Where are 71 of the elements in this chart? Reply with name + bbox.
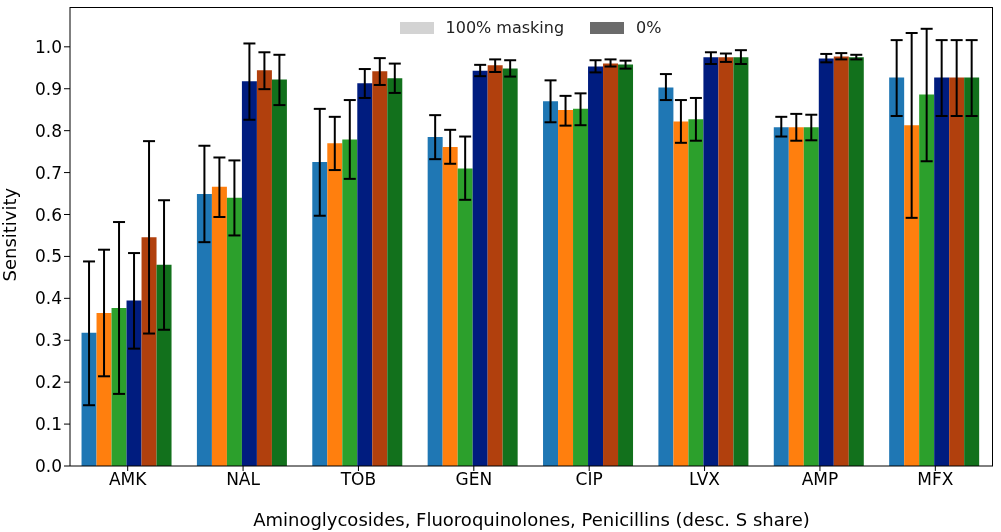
y-axis-title: Sensitivity	[0, 187, 21, 282]
y-tick-label: 0.0	[34, 456, 62, 477]
bar	[833, 56, 849, 466]
bar	[733, 57, 749, 466]
bar	[211, 186, 227, 466]
x-tick-label: AMK	[108, 469, 148, 490]
bar	[442, 147, 458, 466]
annotation: 0%	[636, 18, 662, 37]
x-axis-title: Aminoglycosides, Fluoroquinolones, Penicillins (desc. S share)	[253, 509, 810, 530]
y-tick-label: 0.6	[34, 204, 62, 225]
bar	[573, 108, 589, 466]
bar	[96, 313, 112, 466]
bar	[256, 70, 272, 466]
bar	[588, 66, 604, 466]
bar	[81, 332, 97, 466]
bar	[126, 300, 142, 466]
bar	[372, 71, 388, 466]
y-tick-label: 1.0	[34, 36, 62, 57]
bar	[543, 101, 559, 466]
bar	[387, 78, 403, 466]
bar	[919, 94, 935, 466]
y-tick-label: 0.1	[34, 414, 62, 435]
bar	[803, 127, 819, 466]
y-tick-label: 0.8	[34, 120, 62, 141]
bar	[357, 83, 373, 466]
bar	[457, 168, 473, 466]
bar	[658, 87, 674, 466]
bar	[487, 65, 503, 466]
y-tick-label: 0.2	[34, 372, 62, 393]
bar	[196, 193, 212, 466]
bar	[472, 70, 488, 466]
bar	[156, 264, 172, 466]
x-tick-label: GEN	[455, 469, 493, 490]
bar	[618, 64, 634, 466]
bar	[818, 58, 834, 466]
bar	[603, 63, 619, 466]
y-tick-label: 0.4	[34, 288, 62, 309]
annotation: 100% masking	[445, 18, 565, 37]
bar	[342, 139, 358, 466]
bar	[889, 77, 905, 466]
bar	[773, 127, 789, 466]
x-tick-label: AMP	[801, 469, 839, 490]
bar	[904, 125, 920, 466]
bar	[848, 57, 864, 466]
bar	[964, 77, 980, 466]
bar	[111, 307, 127, 466]
bar	[718, 57, 734, 466]
x-tick-label: CIP	[575, 469, 603, 490]
bar	[949, 77, 965, 466]
bar	[241, 81, 257, 466]
bar	[271, 79, 287, 466]
x-tick-label: MFX	[917, 469, 954, 490]
bar	[558, 110, 574, 466]
bar	[312, 162, 328, 466]
y-tick-label: 0.7	[34, 162, 62, 183]
x-tick-label: NAL	[226, 469, 261, 490]
bar	[427, 136, 443, 466]
bar	[226, 197, 242, 466]
bar	[688, 119, 704, 466]
y-tick-label: 0.9	[34, 78, 62, 99]
y-tick-label: 0.3	[34, 330, 62, 351]
bar	[788, 127, 804, 466]
bar	[934, 77, 950, 466]
x-tick-label: LVX	[689, 469, 721, 490]
bar	[673, 121, 689, 466]
bar	[327, 143, 343, 466]
bar	[502, 68, 518, 466]
x-tick-label: TOB	[339, 469, 377, 490]
bar	[141, 237, 157, 466]
y-tick-label: 0.5	[34, 246, 62, 267]
bar	[703, 57, 719, 466]
